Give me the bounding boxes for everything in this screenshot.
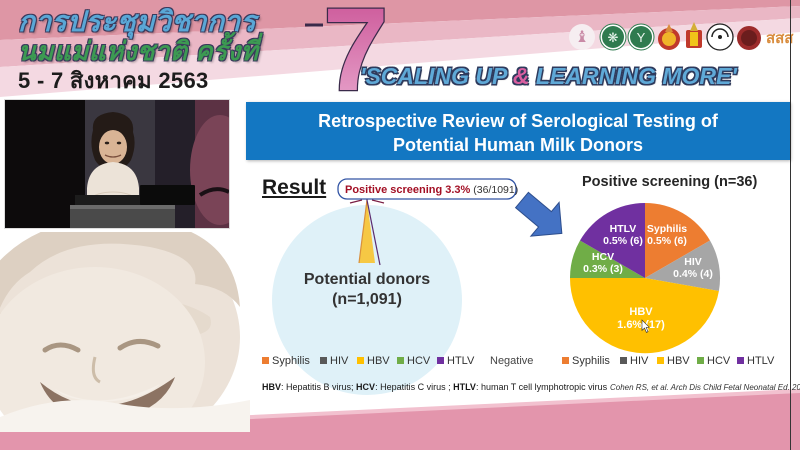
- svg-text:Positive screening (n=36): Positive screening (n=36): [582, 174, 757, 190]
- svg-text:Negative: Negative: [490, 355, 533, 367]
- svg-text:0.5% (6): 0.5% (6): [647, 235, 687, 247]
- svg-text:Cohen RS, et al. Arch Dis Chil: Cohen RS, et al. Arch Dis Child Fetal Ne…: [610, 383, 800, 392]
- svg-text:HTLV: HTLV: [610, 223, 637, 235]
- svg-text:Syphilis: Syphilis: [272, 355, 310, 367]
- svg-text:0.3% (3): 0.3% (3): [583, 263, 623, 275]
- svg-text:HTLV: HTLV: [747, 355, 775, 367]
- svg-text:0.5% (6): 0.5% (6): [603, 235, 643, 247]
- svg-text:HIV: HIV: [630, 355, 649, 367]
- svg-text:HBV: HBV: [667, 355, 690, 367]
- svg-text:HBV: HBV: [629, 306, 653, 318]
- svg-text:HCV: HCV: [592, 251, 614, 263]
- svg-text:0.4% (4): 0.4% (4): [673, 268, 713, 280]
- svg-text:Potential donors: Potential donors: [304, 271, 430, 288]
- svg-text:1.6% (17): 1.6% (17): [617, 319, 665, 331]
- svg-text:HIV: HIV: [684, 256, 702, 268]
- svg-text:(n=1,091): (n=1,091): [332, 291, 402, 308]
- svg-text:HBV: Hepatitis B virus; HCV: H: HBV: Hepatitis B virus; HCV: Hepatitis C…: [262, 382, 608, 392]
- svg-text:HCV: HCV: [707, 355, 731, 367]
- svg-text:HCV: HCV: [407, 355, 431, 367]
- svg-text:Positive screening 3.3% (36/10: Positive screening 3.3% (36/1091): [345, 184, 518, 196]
- svg-text:HIV: HIV: [330, 355, 349, 367]
- svg-text:Syphilis: Syphilis: [572, 355, 610, 367]
- svg-text:HTLV: HTLV: [447, 355, 475, 367]
- svg-text:Syphilis: Syphilis: [647, 223, 687, 235]
- svg-text:HBV: HBV: [367, 355, 390, 367]
